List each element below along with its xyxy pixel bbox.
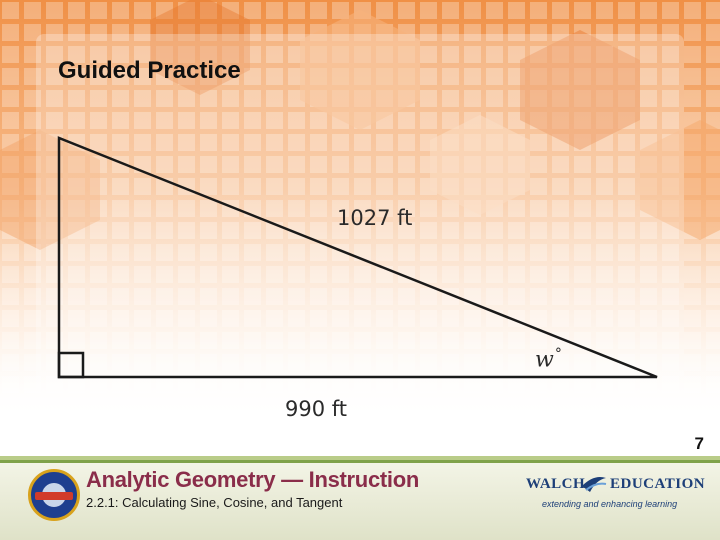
seal-band bbox=[35, 492, 73, 500]
footer-divider bbox=[0, 456, 720, 460]
angle-variable: w bbox=[535, 347, 554, 373]
lesson-title: 2.2.1: Calculating Sine, Cosine, and Tan… bbox=[86, 495, 343, 510]
hypotenuse-label: 1027 ft bbox=[337, 206, 413, 230]
logo-text-education: EDUCATION bbox=[610, 476, 706, 492]
right-angle-marker bbox=[57, 351, 85, 379]
walch-education-logo: WALCH EDUCATION extending and enhancing … bbox=[524, 470, 705, 516]
logo-tagline: extending and enhancing learning bbox=[542, 499, 678, 509]
logo-swoosh-icon bbox=[582, 477, 607, 492]
footer-bar bbox=[0, 460, 720, 540]
logo-text-walch: WALCH bbox=[526, 476, 586, 492]
georgia-common-core-seal-icon bbox=[28, 469, 80, 521]
slide-title: Guided Practice bbox=[58, 57, 241, 84]
course-title: Analytic Geometry — Instruction bbox=[86, 467, 419, 492]
triangle bbox=[57, 136, 658, 379]
page-number: 7 bbox=[694, 434, 704, 453]
base-label: 990 ft bbox=[285, 397, 348, 421]
degree-symbol: ° bbox=[554, 346, 562, 362]
angle-label: w° bbox=[535, 346, 562, 372]
